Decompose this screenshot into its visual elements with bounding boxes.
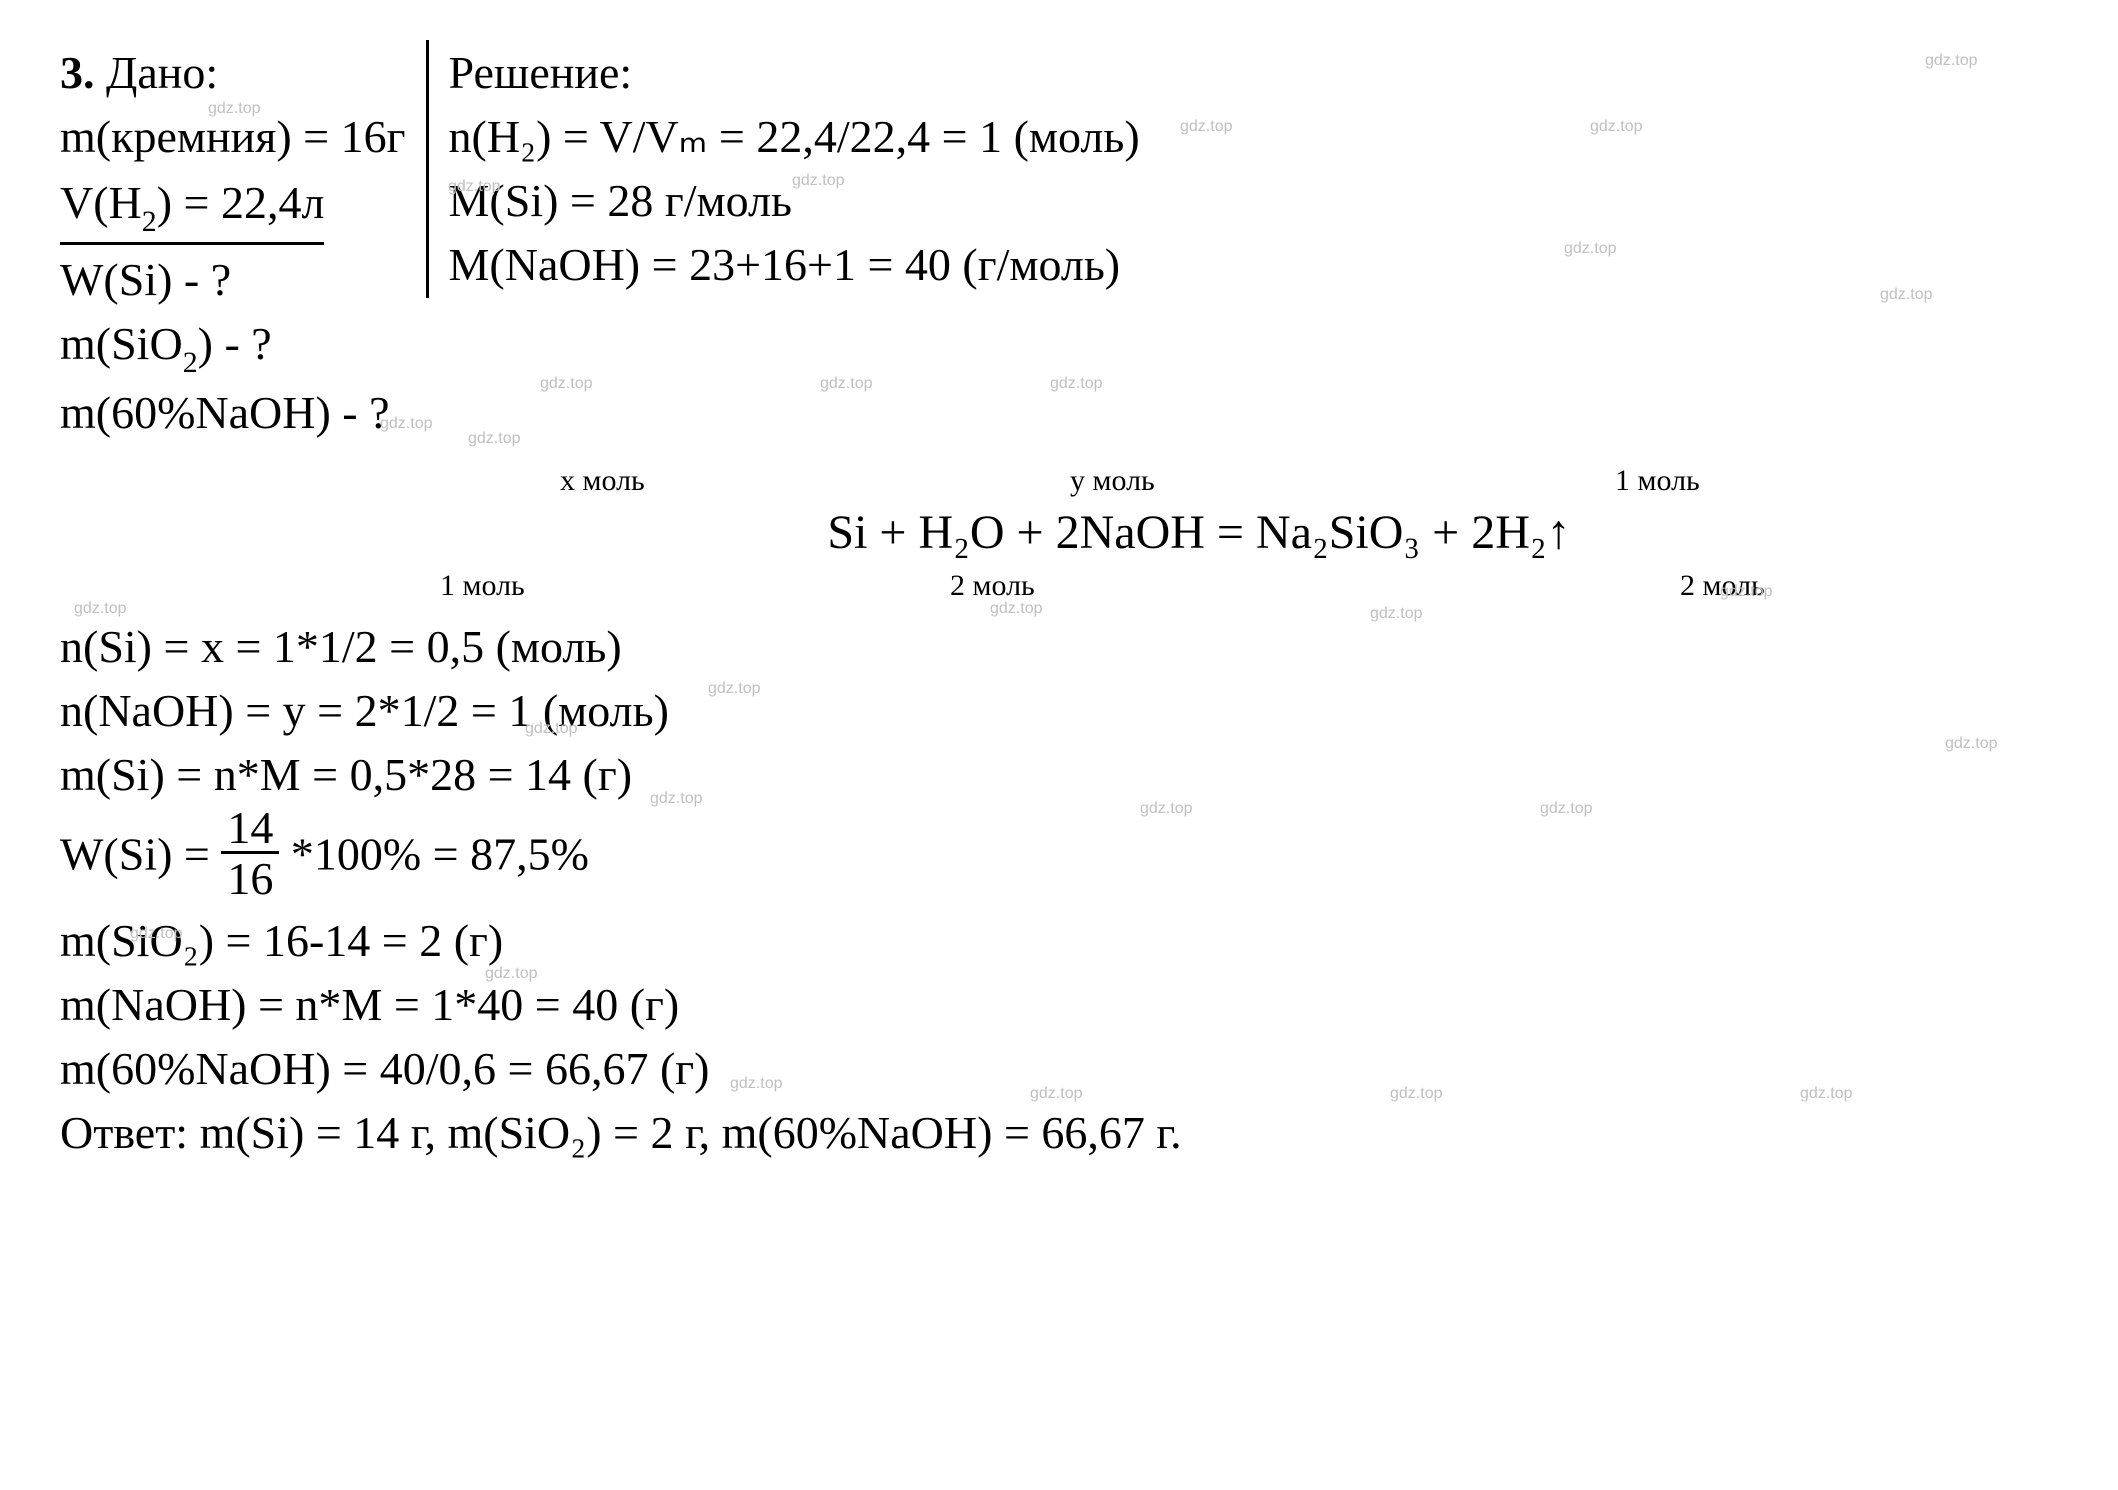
given-line-4: m(SiO2) - ? [60,313,406,381]
solution-line-1: n(H₂) = V/Vₘ = 22,4/22,4 = 1 (моль) [449,106,1140,168]
solution-title: Решение: [449,42,1140,104]
calc-line-5: m(SiO₂) = 16-14 = 2 (г) [60,910,2058,972]
annotation-above: x моль y моль 1 моль [60,461,2058,501]
given-line-3: W(Si) - ? [60,249,406,311]
ann-1-mol: 1 моль [1615,461,1700,502]
answer-line: Ответ: m(Si) = 14 г, m(SiO₂) = 2 г, m(60… [60,1102,2058,1164]
calc-line-6: m(NaOH) = n*M = 1*40 = 40 (г) [60,974,2058,1036]
ann-x-mol: x моль [560,461,645,502]
given-title: 3. Дано: [60,42,406,104]
equation-block: x моль y моль 1 моль Si + H₂O + 2NaOH = … [60,461,2058,606]
solution-line-3: M(NaOH) = 23+16+1 = 40 (г/моль) [449,234,1140,296]
calc-line-2: n(NaOH) = y = 2*1/2 = 1 (моль) [60,680,2058,742]
fraction: 1416 [221,805,279,905]
given-solution-block: 3. Дано: m(кремния) = 16г V(H2) = 22,4л … [60,40,2058,446]
ann-b-1-mol: 1 моль [440,566,525,607]
solution-column: Решение: n(H₂) = V/Vₘ = 22,4/22,4 = 1 (м… [426,40,1140,298]
equation-main: Si + H₂O + 2NaOH = Na₂SiO₃ + 2H₂↑ [60,501,2058,566]
solution-line-2: M(Si) = 28 г/моль [449,170,1140,232]
ann-y-mol: y моль [1070,461,1155,502]
given-line-1: m(кремния) = 16г [60,106,406,168]
given-line-2: V(H2) = 22,4л [60,172,324,245]
ann-b-2-mol-b: 2 моль [1680,566,1765,607]
ann-b-2-mol-a: 2 моль [950,566,1035,607]
calc-line-7: m(60%NaOH) = 40/0,6 = 66,67 (г) [60,1038,2058,1100]
annotation-below: 1 моль 2 моль 2 моль [60,566,2058,606]
calc-line-3: m(Si) = n*M = 0,5*28 = 14 (г) [60,744,2058,806]
problem-content: 3. Дано: m(кремния) = 16г V(H2) = 22,4л … [60,40,2058,1165]
given-title-text: Дано: [106,47,218,98]
calc-line-1: n(Si) = x = 1*1/2 = 0,5 (моль) [60,616,2058,678]
given-line-5: m(60%NaOH) - ? [60,382,406,444]
given-column: 3. Дано: m(кремния) = 16г V(H2) = 22,4л … [60,40,426,446]
calc-line-4: W(Si) = 1416 *100% = 87,5% [60,809,2058,909]
